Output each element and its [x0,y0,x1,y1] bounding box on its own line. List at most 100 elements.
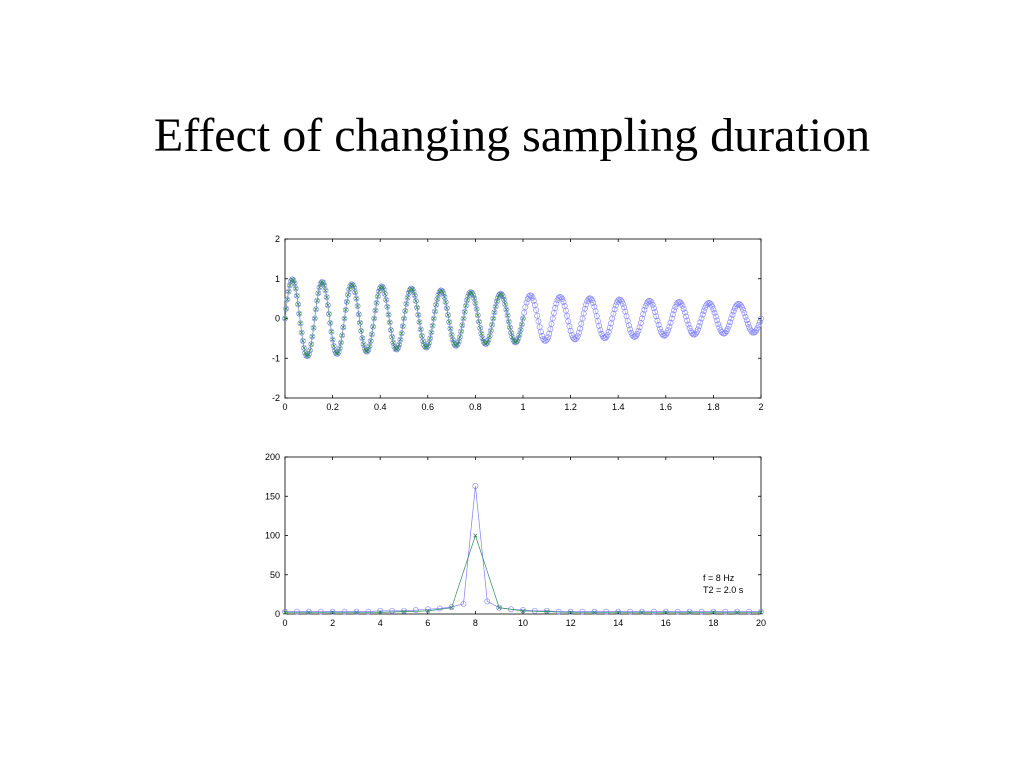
data-point-cross [429,330,434,335]
data-point-circle [518,321,525,328]
data-point-cross [347,287,352,292]
data-point-circle [397,336,404,343]
data-point-cross [520,316,526,321]
data-point-cross [346,292,351,297]
data-point-circle [674,299,681,306]
data-point-cross [461,316,466,321]
data-point-circle [741,310,748,317]
data-point-circle [284,296,291,303]
data-point-circle [567,608,574,615]
data-point-cross [297,311,302,316]
data-point-circle [505,318,512,325]
data-point-cross [288,279,293,284]
data-point-cross [385,304,390,309]
data-point-cross [501,297,507,302]
y-tick-label: 50 [270,570,280,580]
data-point-circle [746,608,752,615]
data-point-cross [376,289,382,294]
data-point-circle [711,309,718,316]
data-point-circle [341,315,348,322]
data-point-cross [322,283,327,288]
y-tick-label: 200 [265,452,280,462]
data-point-circle [357,319,363,326]
data-point-cross [735,610,740,615]
data-point-cross [296,302,301,307]
data-point-circle [549,315,556,322]
data-point-cross [412,293,417,298]
data-point-circle [339,332,346,339]
data-point-circle [709,303,716,310]
data-point-circle [564,312,570,319]
data-point-circle [656,325,663,332]
data-point-cross [474,306,479,311]
data-point-circle [548,321,555,327]
data-point-cross [453,343,458,348]
data-point-circle [326,311,332,317]
data-point-circle [722,608,729,615]
data-point-circle [401,607,407,614]
data-point-cross [343,307,348,312]
data-point-circle [342,306,349,313]
data-point-circle [386,319,393,326]
data-point-circle [311,315,318,322]
data-point-circle [402,308,409,314]
data-point-circle [651,608,657,615]
data-point-circle [727,319,733,326]
data-point-cross [334,351,339,356]
data-point-circle [692,330,699,337]
data-point-circle [478,330,485,337]
data-point-circle [743,317,750,324]
data-point-cross [362,346,367,351]
data-point-circle [539,332,545,339]
data-point-cross [592,610,597,615]
data-point-cross [330,610,335,615]
series-crosses [282,277,526,359]
data-point-circle [664,330,670,336]
data-point-cross [432,309,437,314]
data-point-circle [520,315,526,322]
data-point-circle [728,315,735,322]
data-point-cross [416,312,421,317]
data-point-circle [412,607,419,613]
data-point-cross [497,605,502,610]
data-point-circle [399,323,406,330]
data-point-circle [615,608,622,615]
data-point-circle [535,318,542,325]
data-point-circle [359,335,366,342]
data-point-cross [310,334,315,339]
data-point-circle [639,315,645,322]
data-point-circle [428,329,435,336]
data-point-cross [490,322,495,327]
data-point-circle [433,301,440,308]
data-point-circle [526,293,532,300]
data-point-circle [502,301,509,308]
data-point-circle [373,299,380,306]
data-point-cross [415,305,420,310]
data-point-circle [461,308,468,315]
data-point-circle [696,323,703,330]
data-point-circle [358,327,365,334]
data-point-circle [684,317,691,324]
data-point-cross [512,339,517,345]
data-point-circle [651,305,657,312]
x-tick-label: 1.8 [707,402,720,412]
x-tick-label: 1.6 [660,402,673,412]
axes-frame [284,456,762,615]
series-line [285,486,761,612]
data-point-cross [518,327,523,332]
data-point-circle [329,336,336,343]
data-point-circle [457,334,463,340]
data-point-circle [517,326,524,333]
data-point-circle [389,334,395,340]
data-point-circle [290,277,297,284]
data-point-circle [756,319,763,325]
data-point-cross [487,333,492,338]
x-tick-label: 14 [613,618,623,628]
data-point-circle [293,292,300,299]
data-point-circle [724,325,731,332]
data-point-cross [354,610,359,615]
data-point-circle [424,606,431,613]
data-point-cross [480,336,485,341]
data-point-cross [510,335,515,340]
data-point-cross [504,307,509,312]
